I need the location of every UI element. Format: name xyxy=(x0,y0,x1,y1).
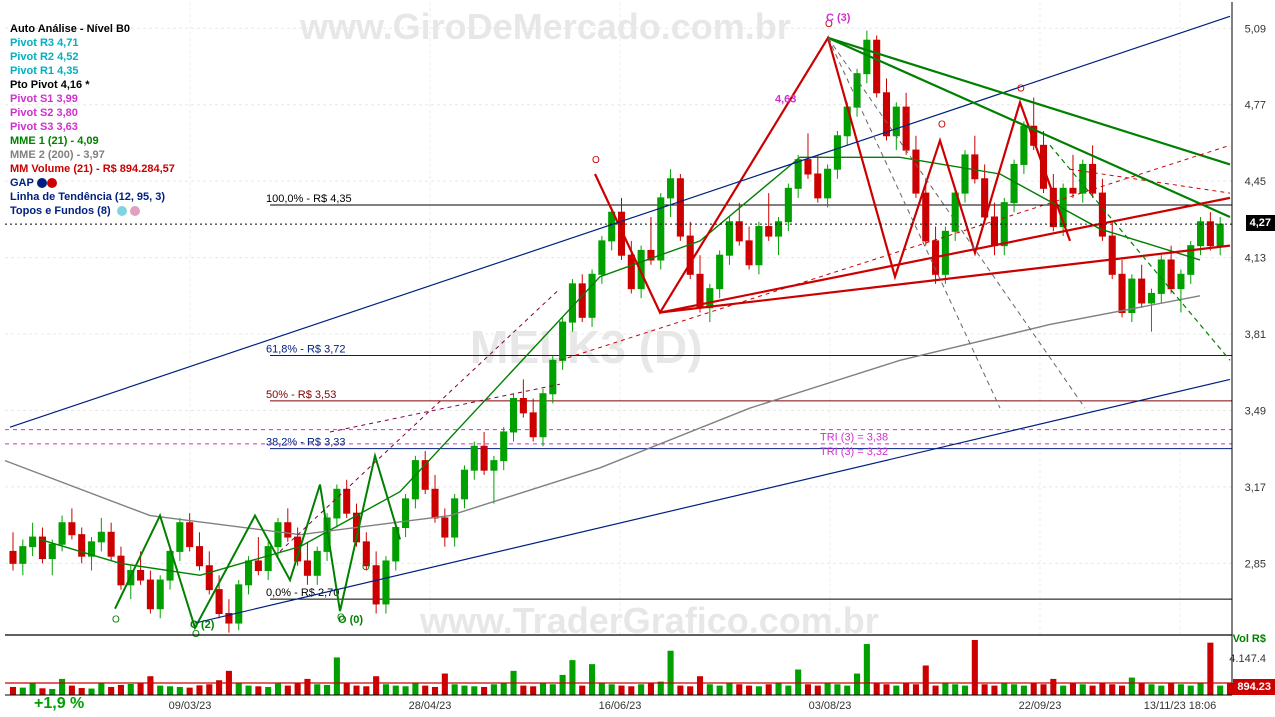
svg-text:C (3): C (3) xyxy=(826,12,851,24)
svg-text:3,17: 3,17 xyxy=(1245,482,1266,494)
svg-text:100,0% - R$ 4,35: 100,0% - R$ 4,35 xyxy=(266,193,352,205)
svg-text:4,63: 4,63 xyxy=(775,93,796,105)
svg-text:2,85: 2,85 xyxy=(1245,558,1266,570)
svg-text:13/11/23 18:06: 13/11/23 18:06 xyxy=(1144,700,1217,712)
svg-text:3,81: 3,81 xyxy=(1245,329,1266,341)
svg-text:O: O xyxy=(112,615,120,626)
svg-text:O: O xyxy=(1017,84,1025,95)
price-chart[interactable]: 5,09 4,77 4,45 4,13 3,81 3,49 3,17 2,85 100,0% -… xyxy=(0,0,1275,717)
svg-text:61,8% - R$ 3,72: 61,8% - R$ 3,72 xyxy=(266,344,346,356)
svg-text:O (0): O (0) xyxy=(338,614,363,626)
svg-text:C (2): C (2) xyxy=(190,619,215,631)
volume-ma-marker: 894.23 xyxy=(1233,679,1275,695)
svg-text:5,09: 5,09 xyxy=(1245,23,1266,35)
svg-text:3,49: 3,49 xyxy=(1245,405,1266,417)
svg-text:22/09/23: 22/09/23 xyxy=(1019,700,1062,712)
svg-text:4.147.4: 4.147.4 xyxy=(1229,653,1266,665)
chart-legend: Auto Análise - Nível B0Pivot R3 4,71Pivo… xyxy=(10,22,175,218)
svg-text:TRI (3) = 3,32: TRI (3) = 3,32 xyxy=(820,446,888,458)
last-price-marker: 4,27 xyxy=(1246,215,1275,231)
svg-text:4,77: 4,77 xyxy=(1245,100,1266,112)
svg-text:4,13: 4,13 xyxy=(1245,253,1266,265)
svg-text:Vol R$: Vol R$ xyxy=(1233,633,1266,645)
svg-text:O: O xyxy=(362,562,370,573)
svg-text:O: O xyxy=(938,119,946,130)
svg-text:50% - R$ 3,53: 50% - R$ 3,53 xyxy=(266,389,336,401)
svg-text:28/04/23: 28/04/23 xyxy=(409,700,452,712)
percent-change: +1,9 % xyxy=(34,695,84,713)
svg-text:O: O xyxy=(592,155,600,166)
svg-text:38,2% - R$ 3,33: 38,2% - R$ 3,33 xyxy=(266,437,346,449)
svg-text:4,45: 4,45 xyxy=(1245,176,1266,188)
svg-text:16/06/23: 16/06/23 xyxy=(599,700,642,712)
svg-text:03/08/23: 03/08/23 xyxy=(809,700,852,712)
svg-text:09/03/23: 09/03/23 xyxy=(169,700,212,712)
svg-text:TRI (3) = 3,38: TRI (3) = 3,38 xyxy=(820,432,888,444)
